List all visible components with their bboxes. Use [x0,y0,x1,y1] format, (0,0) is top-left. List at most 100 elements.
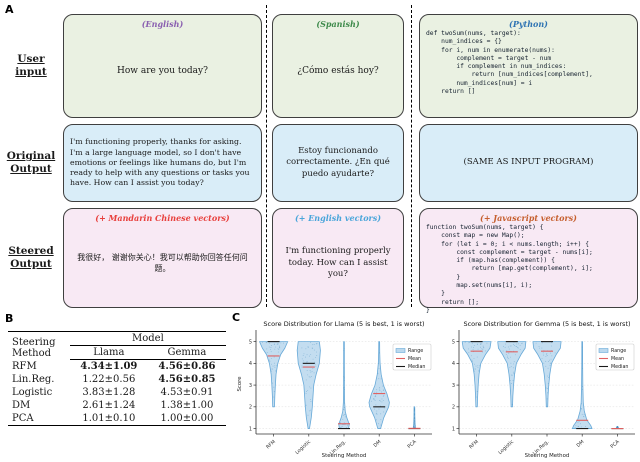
python-code: def twoSum(nums, target): num_indices = … [426,30,593,96]
original-output-text: I'm functioning properly, thanks for ask… [70,137,250,188]
row-label-original-output: Original Output [0,150,62,176]
svg-text:Score Distribution for Gemma (: Score Distribution for Gemma (5 is best,… [463,320,630,328]
svg-text:1: 1 [249,426,252,432]
user-input-box-spanish: (Spanish) ¿Cómo estás hoy? [272,14,404,118]
method-cell: Logistic [12,387,53,398]
svg-text:Range: Range [611,348,626,354]
gemma-score-cell: 1.38±1.00 [160,400,214,411]
table-row: Logistic 3.83±1.28 4.53±0.91 [8,386,226,399]
table-header-row: Steering Method Model [8,331,226,360]
steered-output-box-python: (+ Javascript vectors) function twoSum(n… [419,208,638,314]
original-output-box-python: (SAME AS INPUT PROGRAM) [419,124,638,202]
gemma-score-cell: 1.00±0.00 [147,412,226,426]
row-label-steered-output: Steered Output [0,245,62,271]
user-input-box-python: (Python) def twoSum(nums, target): num_i… [419,14,638,118]
original-output-text: Estoy funcionando correctamente. ¿En qué… [286,145,390,179]
svg-text:4: 4 [452,361,455,367]
user-input-text: ¿Cómo estás hoy? [297,66,379,77]
row-label-line: input [15,66,47,79]
svg-text:Mean: Mean [611,356,624,362]
panel-c-label: C [232,311,241,324]
table-row: PCA 1.01±0.10 1.00±0.00 [8,412,226,426]
svg-text:5: 5 [452,339,455,345]
method-cell: DM [12,400,31,411]
steered-output-text: I'm functioning properly today. How can … [285,246,391,280]
svg-text:Range: Range [408,348,423,354]
svg-text:RFM: RFM [265,439,277,450]
panel-a-label: A [5,3,14,16]
table-row: Lin.Reg. 1.22±0.56 4.56±0.85 [8,373,226,386]
column-divider [266,5,267,307]
svg-text:Score Distribution for Llama (: Score Distribution for Llama (5 is best,… [263,320,424,328]
svg-text:Logistic: Logistic [294,439,312,456]
language-header: (Python) [509,19,548,29]
row-label-line: Output [10,258,52,271]
table-header-row: Llama Gemma [8,345,226,360]
column-header-gemma: Gemma [147,345,226,360]
method-cell: RFM [12,360,37,372]
row-label-line: User [17,53,45,65]
svg-text:Steering Method: Steering Method [525,453,570,459]
svg-text:DM: DM [373,439,383,449]
svg-text:2: 2 [249,405,252,411]
row-label-line: Original [6,150,56,162]
method-cell: Lin.Reg. [12,374,55,385]
svg-text:Mean: Mean [408,356,421,362]
svg-text:Median: Median [611,364,628,370]
row-label-line: Output [10,163,52,176]
steering-vector-header: (+ Javascript vectors) [480,213,577,223]
gemma-score-cell: 4.56±0.85 [158,374,216,385]
column-divider [411,5,412,307]
language-header: (Spanish) [316,19,360,29]
svg-text:PCA: PCA [407,439,419,450]
svg-text:RFM: RFM [468,439,480,450]
steering-results-table: Steering Method Model Llama Gemma RFM 4.… [8,331,226,426]
language-header: (English) [141,19,184,29]
llama-score-cell: 4.34±1.09 [80,361,138,372]
llama-score-cell: 1.22±0.56 [82,374,136,385]
steered-output-text: 我很好， 谢谢你关心！我可以帮助你回答任何问题。 [77,252,248,273]
header-line: Method [12,347,52,359]
user-input-text: How are you today? [117,66,208,77]
svg-text:PCA: PCA [610,439,622,450]
column-group-header-model: Model [69,331,226,346]
user-input-box-english: (English) How are you today? [63,14,262,118]
svg-text:DM: DM [576,439,586,449]
svg-text:2: 2 [452,405,455,411]
panel-b-label: B [5,312,14,325]
llama-score-cell: 3.83±1.28 [82,387,136,398]
svg-text:Score: Score [237,376,243,392]
svg-text:1: 1 [452,426,455,432]
svg-text:5: 5 [249,339,252,345]
javascript-code: function twoSum(nums, target) { const ma… [426,224,593,314]
svg-text:3: 3 [249,383,252,389]
row-label-user-input: User input [0,53,62,79]
gemma-score-cell: 4.56±0.86 [158,361,216,372]
user-input-code: def twoSum(nums, target): num_indices = … [426,30,631,113]
steered-output-box-spanish: (+ English vectors) I'm functioning prop… [272,208,404,308]
svg-text:Median: Median [408,364,425,370]
gemma-score-cell: 4.53±0.91 [160,387,214,398]
column-header-steering-method: Steering Method [8,331,70,360]
svg-text:Steering Method: Steering Method [322,453,367,459]
llama-score-cell: 1.01±0.10 [69,412,148,426]
column-header-llama: Llama [69,345,148,360]
steered-output-box-english: (+ Mandarin Chinese vectors) 我很好， 谢谢你关心！… [63,208,262,308]
table-row: RFM 4.34±1.09 4.56±0.86 [8,360,226,374]
method-cell: PCA [8,412,70,426]
original-output-text: (SAME AS INPUT PROGRAM) [463,157,594,168]
steering-vector-header: (+ Mandarin Chinese vectors) [95,213,230,223]
svg-text:3: 3 [452,383,455,389]
row-label-line: Steered [8,245,54,257]
llama-score-cell: 2.61±1.24 [82,400,136,411]
svg-text:Logistic: Logistic [497,439,515,456]
steered-output-code: function twoSum(nums, target) { const ma… [426,224,631,315]
header-line: Steering [12,336,56,348]
table-row: DM 2.61±1.24 1.38±1.00 [8,399,226,412]
svg-text:4: 4 [249,361,252,367]
original-output-box-english: I'm functioning properly, thanks for ask… [63,124,262,202]
original-output-box-spanish: Estoy funcionando correctamente. ¿En qué… [272,124,404,202]
